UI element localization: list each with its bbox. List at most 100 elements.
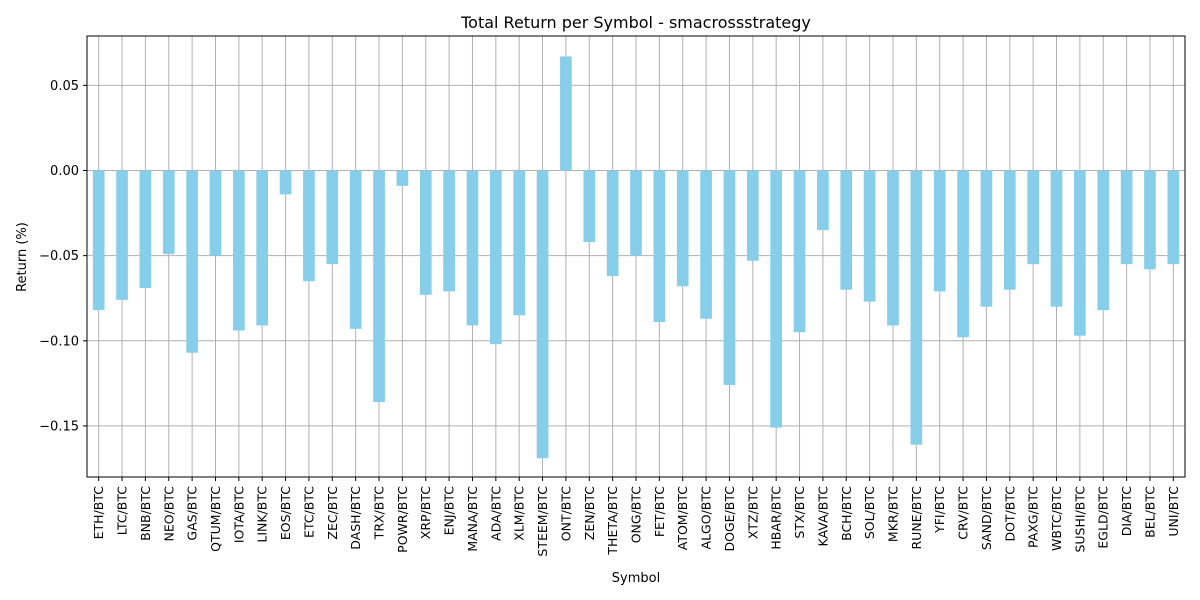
bar	[606, 170, 619, 277]
bar	[957, 170, 969, 338]
x-tick-label: TRX/BTC	[372, 486, 387, 541]
bar	[700, 170, 712, 319]
bar	[933, 170, 946, 292]
x-tick-label: HBAR/BTC	[769, 486, 784, 550]
bar	[653, 170, 666, 323]
x-tick-label: BEL/BTC	[1142, 486, 1157, 538]
x-tick-label: XRP/BTC	[418, 486, 433, 539]
y-axis-label: Return (%)	[15, 222, 30, 292]
bar	[793, 170, 806, 333]
bar	[560, 56, 572, 171]
bar	[303, 170, 315, 282]
x-tick-label: UNI/BTC	[1166, 486, 1181, 537]
bar	[349, 170, 362, 329]
x-tick-label: ATOM/BTC	[675, 486, 690, 551]
x-tick-label: ONG/BTC	[629, 486, 644, 544]
x-tick-label: ALGO/BTC	[699, 486, 714, 550]
x-tick-label: GAS/BTC	[185, 486, 200, 541]
bar	[443, 170, 455, 292]
bar	[326, 170, 339, 265]
bar	[92, 170, 105, 311]
bar	[256, 170, 269, 326]
x-tick-label: EGLD/BTC	[1096, 486, 1111, 549]
x-tick-label: DIA/BTC	[1119, 486, 1134, 537]
x-tick-label: NEO/BTC	[161, 486, 176, 542]
y-tick-label: −0.05	[39, 249, 79, 264]
bar	[373, 170, 385, 403]
bar	[1144, 170, 1156, 270]
bar	[233, 170, 245, 331]
x-tick-label: ETC/BTC	[301, 486, 316, 538]
x-tick-label: SOL/BTC	[862, 486, 877, 539]
x-tick-label: RUNE/BTC	[909, 486, 924, 550]
x-tick-label: ENJ/BTC	[442, 486, 457, 536]
bar	[1074, 170, 1086, 336]
x-tick-label: DOT/BTC	[1002, 486, 1017, 542]
bar	[723, 170, 736, 386]
bar	[536, 170, 549, 459]
bar	[583, 170, 596, 243]
bar	[770, 170, 783, 428]
x-tick-label: PAXG/BTC	[1026, 486, 1041, 548]
bar	[746, 170, 759, 261]
bar	[186, 170, 198, 353]
bar	[676, 170, 689, 287]
bar	[489, 170, 502, 345]
bar	[1120, 170, 1133, 265]
x-tick-label: ADA/BTC	[488, 486, 503, 541]
x-axis-label: Symbol	[612, 571, 660, 586]
x-tick-label: CRV/BTC	[956, 486, 971, 540]
bar	[466, 170, 479, 326]
x-tick-label: STX/BTC	[792, 486, 807, 539]
bar	[419, 170, 432, 295]
bar	[1050, 170, 1063, 307]
bars	[92, 56, 1180, 459]
grid	[87, 36, 1185, 477]
x-tick-label: THETA/BTC	[605, 486, 620, 556]
x-tick-label: DOGE/BTC	[722, 486, 737, 552]
x-tick-label: XTZ/BTC	[745, 486, 760, 539]
x-tick-label: LTC/BTC	[115, 486, 130, 536]
x-tick-label: BNB/BTC	[138, 486, 153, 541]
x-tick-label: BCH/BTC	[839, 486, 854, 541]
x-tick-label: STEEM/BTC	[535, 486, 550, 557]
x-tick-label: IOTA/BTC	[231, 486, 246, 543]
bar	[910, 170, 923, 445]
bar	[980, 170, 993, 307]
y-tick-label: 0.00	[50, 164, 79, 179]
x-tick-label: POWR/BTC	[395, 486, 410, 553]
bar	[887, 170, 899, 326]
bar	[863, 170, 876, 302]
bar	[162, 170, 175, 254]
x-tick-label: WBTC/BTC	[1049, 486, 1064, 551]
x-ticks: ETH/BTC LTC/BTC BNB/BTC NEO/BTC GAS/BTC QTUM/…	[91, 477, 1181, 557]
x-tick-label: EOS/BTC	[278, 486, 293, 540]
y-tick-label: −0.10	[39, 334, 79, 349]
x-tick-label: LINK/BTC	[255, 486, 270, 543]
bar	[1027, 170, 1039, 265]
x-tick-label: XLM/BTC	[512, 486, 527, 541]
bar	[1003, 170, 1016, 290]
bar	[139, 170, 152, 288]
bar	[1167, 170, 1180, 265]
bar	[209, 170, 222, 256]
bar	[396, 170, 409, 186]
x-tick-label: SAND/BTC	[979, 486, 994, 550]
x-tick-label: ZEN/BTC	[582, 486, 597, 541]
y-tick-label: 0.05	[50, 79, 79, 94]
x-tick-label: YFI/BTC	[932, 486, 947, 534]
x-tick-label: FET/BTC	[652, 486, 667, 537]
x-tick-label: MKR/BTC	[885, 486, 900, 542]
x-tick-label: KAVA/BTC	[815, 486, 830, 547]
bar	[630, 170, 642, 256]
bar	[279, 170, 292, 195]
x-tick-label: ONT/BTC	[558, 486, 573, 542]
bar	[1097, 170, 1110, 311]
bar	[513, 170, 526, 316]
x-tick-label: ETH/BTC	[91, 486, 106, 540]
bar	[116, 170, 128, 300]
bar	[817, 170, 829, 231]
x-tick-label: MANA/BTC	[465, 486, 480, 552]
x-tick-label: SUSHI/BTC	[1072, 486, 1087, 553]
